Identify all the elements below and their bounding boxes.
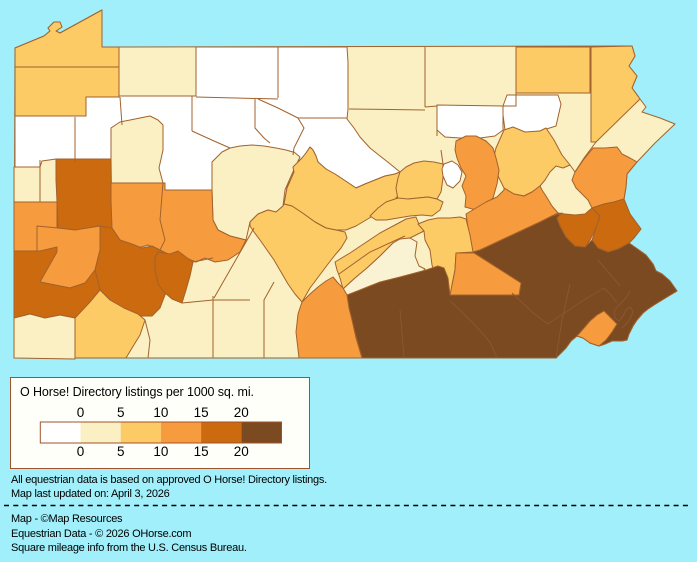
- svg-text:20: 20: [234, 444, 249, 459]
- svg-text:15: 15: [194, 405, 209, 420]
- svg-text:Map last updated on: April 3,: Map last updated on: April 3, 2026: [11, 488, 170, 500]
- svg-text:5: 5: [117, 405, 125, 420]
- svg-text:O Horse! Directory listings pe: O Horse! Directory listings per 1000 sq.…: [20, 385, 254, 399]
- svg-text:Map - ©Map Resources: Map - ©Map Resources: [11, 513, 123, 525]
- svg-text:20: 20: [234, 405, 249, 420]
- svg-text:5: 5: [117, 444, 125, 459]
- svg-text:All equestrian data is based o: All equestrian data is based on approved…: [11, 474, 327, 486]
- svg-text:10: 10: [153, 405, 168, 420]
- svg-text:0: 0: [77, 444, 85, 459]
- svg-text:10: 10: [153, 444, 168, 459]
- svg-text:Equestrian Data - © 2026 OHors: Equestrian Data - © 2026 OHorse.com: [11, 528, 191, 540]
- svg-text:15: 15: [194, 444, 209, 459]
- svg-text:Square mileage info from the U: Square mileage info from the U.S. Census…: [11, 542, 247, 554]
- svg-text:0: 0: [77, 405, 85, 420]
